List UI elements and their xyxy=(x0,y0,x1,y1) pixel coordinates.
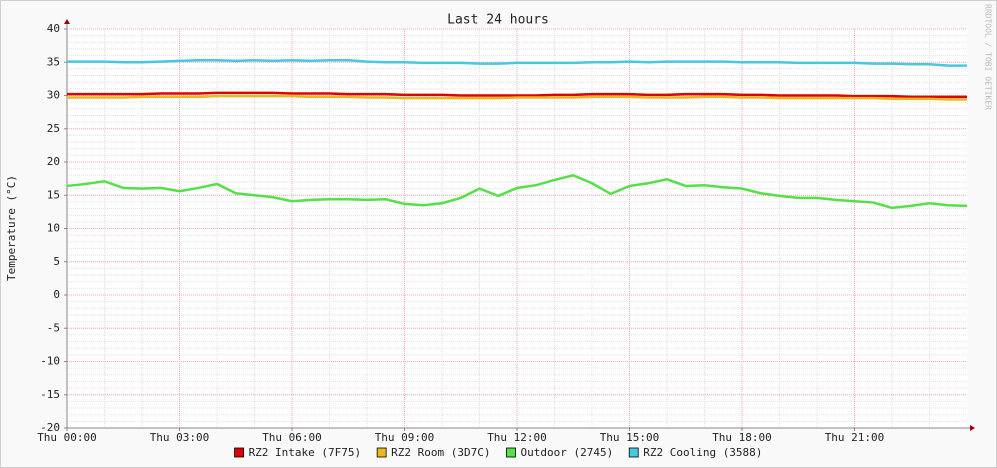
y-tick-label: 25 xyxy=(47,122,60,135)
legend-label: RZ2 Intake (7F75) xyxy=(249,446,362,459)
x-tick-label: Thu 18:00 xyxy=(712,431,772,444)
series-line xyxy=(67,59,967,67)
y-axis-label: Temperature (°C) xyxy=(5,175,18,281)
legend-swatch xyxy=(376,447,387,458)
axis-arrow xyxy=(970,425,975,431)
y-tick-label: 30 xyxy=(47,89,60,102)
x-tick-label: Thu 21:00 xyxy=(825,431,885,444)
series-line xyxy=(66,173,968,210)
legend-swatch xyxy=(506,447,516,458)
legend-label: RZ2 Cooling (3588) xyxy=(643,446,762,459)
x-tick-label: Thu 03:00 xyxy=(150,431,210,444)
y-tick-label: -5 xyxy=(47,321,60,334)
x-tick-label: Thu 00:00 xyxy=(37,431,97,444)
legend-label: Outdoor (2745) xyxy=(521,446,614,459)
legend-swatch xyxy=(234,447,244,458)
axis-arrow xyxy=(64,19,70,24)
y-tick-label: 10 xyxy=(47,222,60,235)
y-tick-label: -15 xyxy=(40,388,60,401)
y-tick-label: -10 xyxy=(40,355,60,368)
series-line xyxy=(67,91,967,99)
y-tick-label: 20 xyxy=(47,155,60,168)
chart-title: Last 24 hours xyxy=(447,13,549,28)
legend-label: RZ2 Room (3D7C) xyxy=(391,446,490,459)
legend-swatch xyxy=(628,447,639,458)
y-tick-label: 35 xyxy=(47,55,60,68)
y-tick-label: 5 xyxy=(53,255,60,268)
watermark: RRDTOOL / TOBI OETIKER xyxy=(984,4,993,110)
x-tick-label: Thu 06:00 xyxy=(262,431,322,444)
x-tick-label: Thu 15:00 xyxy=(600,431,660,444)
y-tick-label: 40 xyxy=(47,22,60,35)
y-tick-label: 15 xyxy=(47,188,60,201)
series-line xyxy=(67,94,967,101)
y-tick-label: -20 xyxy=(40,421,60,434)
y-tick-label: 0 xyxy=(53,288,60,301)
x-tick-label: Thu 09:00 xyxy=(375,431,435,444)
x-tick-label: Thu 12:00 xyxy=(487,431,547,444)
